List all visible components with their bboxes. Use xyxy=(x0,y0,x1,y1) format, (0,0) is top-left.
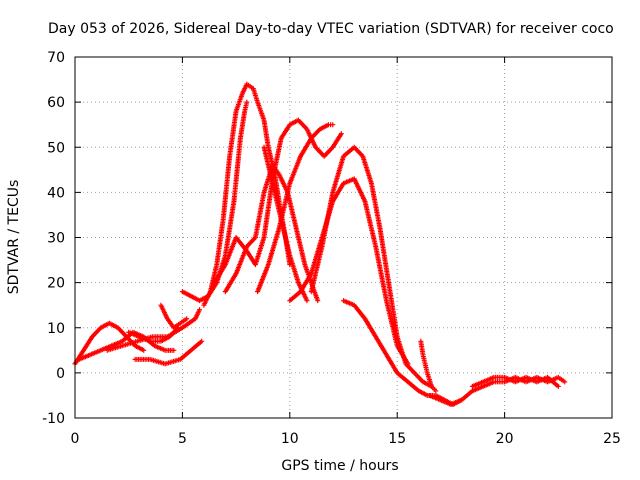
y-axis-label: SDTVAR / TECUs xyxy=(6,180,22,295)
series-sat-l xyxy=(261,144,310,304)
data-point xyxy=(330,122,336,128)
x-tick-label: 0 xyxy=(71,431,80,447)
y-tick-label: 50 xyxy=(47,140,65,156)
y-tick-label: 0 xyxy=(56,366,65,382)
series-sat-h xyxy=(201,81,293,308)
series-sat-r xyxy=(469,374,561,389)
data-point xyxy=(171,347,177,353)
data-point xyxy=(141,347,147,353)
y-tick-label: 60 xyxy=(47,95,65,111)
data-point xyxy=(304,298,310,304)
x-axis-label: GPS time / hours xyxy=(281,458,398,474)
data-point xyxy=(197,307,203,313)
series-sat-e xyxy=(126,325,181,344)
y-tick-label: 10 xyxy=(47,321,65,337)
series-sat-p xyxy=(418,338,439,394)
x-tick-label: 10 xyxy=(281,431,299,447)
data-point xyxy=(199,338,205,344)
x-tick-label: 15 xyxy=(388,431,406,447)
chart-title: Day 053 of 2026, Sidereal Day-to-day VTE… xyxy=(48,21,614,37)
data-point xyxy=(562,379,568,385)
data-point xyxy=(555,383,561,389)
data-point xyxy=(338,131,344,137)
data-point xyxy=(244,99,250,105)
ticks-layer: 0 5 10 15 20 25 -10 0 10 20 30 40 50 60 70 xyxy=(42,50,621,447)
series-sat-d xyxy=(132,338,205,367)
x-tick-label: 5 xyxy=(178,431,187,447)
series-sat-a xyxy=(72,320,147,367)
data-points-layer xyxy=(72,81,568,407)
data-point xyxy=(433,388,439,394)
y-tick-label: -10 xyxy=(42,411,65,427)
series-sat-f xyxy=(158,302,190,331)
x-tick-label: 25 xyxy=(603,431,621,447)
y-tick-label: 20 xyxy=(47,276,65,292)
y-tick-label: 40 xyxy=(47,185,65,201)
grid-layer xyxy=(75,57,612,418)
y-tick-label: 30 xyxy=(47,231,65,247)
x-tick-label: 20 xyxy=(496,431,514,447)
series-sat-k xyxy=(255,122,336,295)
data-point xyxy=(184,316,190,322)
y-tick-label: 70 xyxy=(47,50,65,66)
series-sat-n xyxy=(308,144,435,389)
data-point xyxy=(315,298,321,304)
